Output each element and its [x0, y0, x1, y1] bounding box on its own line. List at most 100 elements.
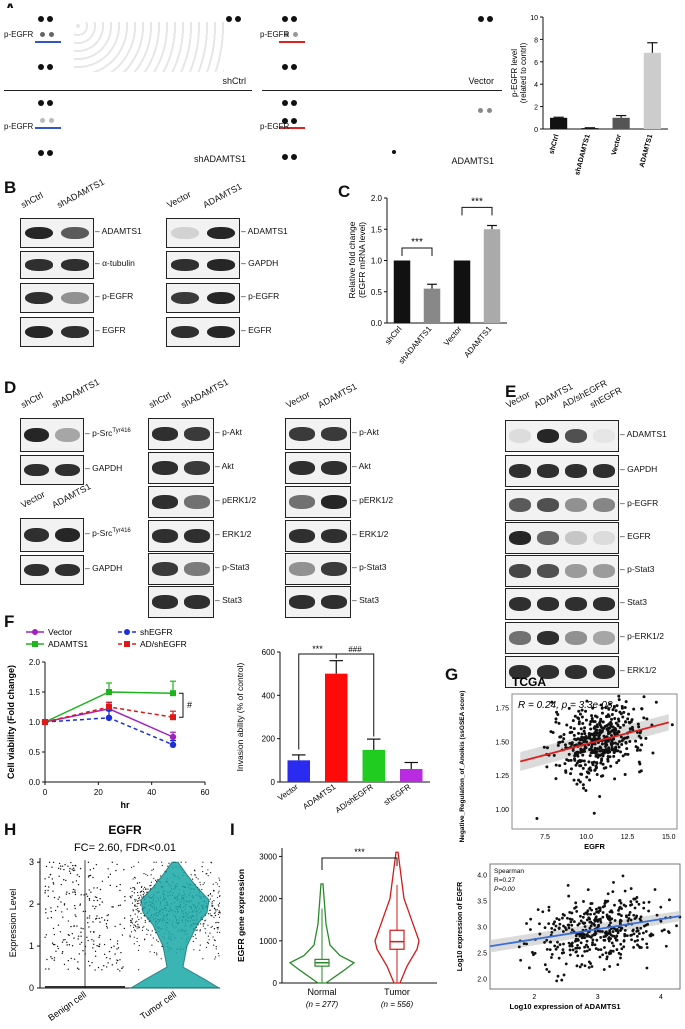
data-point	[569, 758, 573, 762]
y-tick-label: 1.25	[495, 773, 509, 780]
data-point	[149, 951, 151, 953]
data-point	[554, 777, 558, 781]
data-point	[144, 919, 146, 922]
data-point	[577, 720, 581, 724]
data-point	[605, 915, 609, 919]
panel-label-h: H	[4, 820, 17, 839]
x-tick-label: 40	[147, 788, 156, 797]
data-point	[67, 959, 70, 962]
data-point	[600, 757, 604, 761]
data-point	[44, 889, 47, 892]
data-point	[598, 909, 602, 913]
band-label: – Akt	[352, 461, 371, 471]
data-point	[211, 901, 213, 903]
y-tick-label: 3	[29, 857, 34, 867]
blot-strip	[285, 418, 351, 450]
data-point	[51, 878, 54, 880]
data-point	[608, 965, 612, 968]
data-point	[574, 901, 578, 905]
data-point	[581, 721, 585, 725]
data-point	[87, 939, 89, 942]
data-point	[156, 939, 158, 941]
data-point	[562, 951, 566, 955]
data-point	[50, 916, 53, 919]
data-point	[582, 729, 586, 733]
data-point	[96, 887, 98, 889]
data-point	[589, 912, 592, 916]
data-point	[573, 754, 577, 758]
data-point	[67, 968, 69, 970]
data-point	[585, 918, 589, 922]
data-point	[587, 760, 591, 764]
y-axis-label: (related to contrl)	[519, 42, 528, 103]
data-point	[139, 882, 141, 884]
x-tick-label: 4	[659, 994, 663, 1001]
x-tick-label: 15.0	[662, 834, 676, 841]
data-point	[647, 900, 651, 904]
data-point	[204, 920, 206, 922]
data-point	[136, 903, 138, 905]
data-point	[558, 943, 562, 946]
data-point	[647, 909, 651, 913]
band	[289, 529, 315, 543]
band-label: – ADAMTS1	[95, 226, 142, 236]
data-point	[63, 903, 66, 905]
data-point	[595, 723, 599, 727]
data-point	[568, 731, 572, 735]
data-point	[119, 889, 121, 892]
data-point	[542, 745, 546, 749]
data-point	[137, 911, 139, 913]
data-point	[133, 924, 135, 926]
data-point	[636, 938, 640, 942]
data-point	[194, 874, 196, 876]
data-point	[136, 927, 138, 929]
data-point	[632, 913, 636, 917]
band	[592, 464, 616, 478]
band	[206, 325, 236, 339]
data-point	[522, 942, 526, 946]
data-point	[54, 943, 56, 946]
band	[206, 226, 236, 240]
data-point	[80, 935, 82, 937]
data-point	[136, 940, 138, 943]
data-point	[563, 914, 566, 917]
data-point	[566, 883, 570, 887]
data-point	[578, 750, 582, 754]
data-point	[553, 928, 557, 932]
data-point	[122, 966, 124, 968]
data-point	[651, 751, 655, 755]
data-point	[617, 729, 621, 733]
data-point	[625, 747, 629, 751]
legend-marker	[124, 641, 130, 647]
array-label: shADAMTS1	[193, 154, 246, 164]
data-point	[68, 892, 70, 895]
significance-bracket	[179, 692, 184, 718]
blot-strip	[505, 622, 619, 654]
data-point	[143, 888, 145, 890]
band	[289, 595, 315, 609]
data-point	[218, 916, 221, 918]
data-point	[105, 956, 108, 959]
data-point	[202, 883, 204, 885]
data-point	[151, 869, 153, 871]
band	[564, 564, 588, 578]
band-label: – ERK1/2	[352, 529, 389, 539]
data-point	[88, 898, 91, 900]
data-point	[135, 899, 137, 901]
data-point	[89, 869, 91, 871]
data-point	[44, 936, 46, 938]
data-point	[68, 934, 70, 937]
data-point	[93, 930, 95, 933]
band	[206, 291, 236, 305]
bar	[550, 117, 568, 129]
data-point	[576, 754, 580, 758]
data-point	[593, 933, 597, 937]
band	[321, 427, 347, 441]
data-point	[627, 913, 631, 917]
data-point	[618, 710, 622, 714]
data-point	[97, 966, 100, 969]
data-point	[581, 753, 585, 757]
data-point	[583, 949, 587, 953]
data-point	[195, 929, 197, 931]
data-point	[199, 881, 201, 883]
